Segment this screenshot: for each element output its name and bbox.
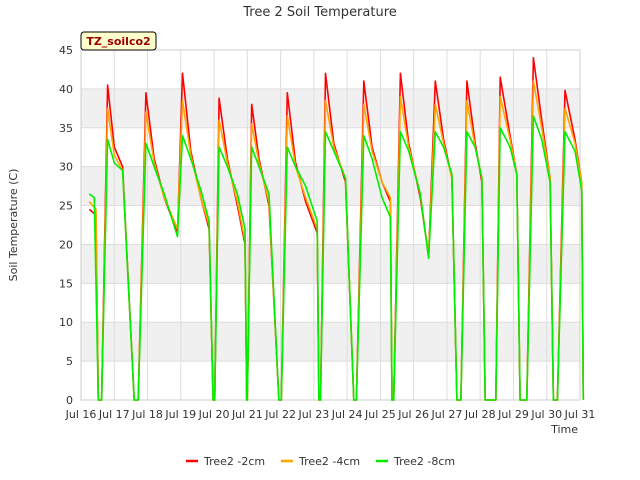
y-tick-label: 10 [59,316,73,329]
annotation-label: TZ_soilco2 [86,35,150,48]
y-tick-label: 0 [66,394,73,407]
legend-label-tree2-2cm: Tree2 -2cm [203,455,265,468]
x-tick-label: Jul 31 [564,408,596,421]
x-tick-label: Jul 28 [464,408,496,421]
x-axis-ticks: Jul 16 Jul 17 Jul 18 Jul 19 Jul 20 Jul 21 Jul … [65,408,596,421]
legend-label-tree2-8cm: Tree2 -8cm [393,455,455,468]
x-axis-label: Time [550,423,578,436]
annotation-box: TZ_soilco2 [80,31,157,51]
x-tick-label: Jul 24 [331,408,363,421]
x-tick-label: Jul 16 [65,408,97,421]
background-band [81,322,580,362]
x-tick-label: Jul 25 [364,408,396,421]
x-tick-label: Jul 22 [264,408,296,421]
y-tick-label: 25 [59,200,73,213]
y-tick-label: 20 [59,238,73,251]
y-tick-label: 40 [59,83,73,96]
x-tick-label: Jul 21 [231,408,263,421]
plot-area-frame [80,49,581,401]
chart-title: Tree 2 Soil Temperature [242,5,397,20]
series-lines [88,56,585,401]
y-axis-label: Soil Temperature (C) [7,169,20,282]
x-tick-label: Jul 26 [397,408,429,421]
x-tick-label: Jul 30 [530,408,562,421]
y-tick-label: 45 [59,44,73,57]
x-tick-label: Jul 23 [297,408,329,421]
y-tick-label: 15 [59,277,73,290]
series-line-tree2-4cm [88,80,585,401]
x-tick-label: Jul 17 [98,408,130,421]
x-tick-label: Jul 19 [164,408,196,421]
y-tick-label: 30 [59,161,73,174]
series-line-tree2-8cm [88,115,585,401]
y-tick-label: 5 [66,355,73,368]
y-axis-ticks: 0 5 10 15 20 25 30 35 40 45 [59,44,73,407]
annotation-box-bg [80,31,157,51]
x-tick-label: Jul 29 [497,408,529,421]
y-tick-label: 35 [59,122,73,135]
legend: Tree2 -2cm Tree2 -4cm Tree2 -8cm [186,455,455,468]
x-tick-label: Jul 18 [131,408,163,421]
background-band [81,244,580,284]
x-tick-label: Jul 20 [198,408,230,421]
x-tick-label: Jul 27 [431,408,463,421]
legend-label-tree2-4cm: Tree2 -4cm [298,455,360,468]
